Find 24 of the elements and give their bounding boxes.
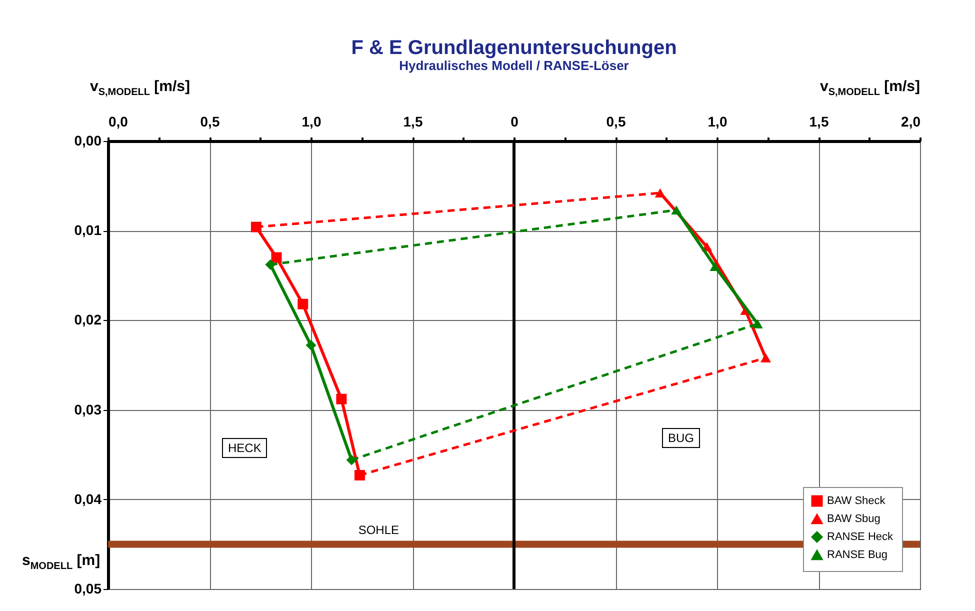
chart-title: F & E Grundlagenuntersuchungen <box>351 37 677 59</box>
y-tick-label: 0,03 <box>74 401 102 418</box>
y-tick-label: 0,01 <box>74 222 102 238</box>
x-tick-label: 0,5 <box>200 114 220 130</box>
x-tick-label: 1,5 <box>403 114 423 130</box>
y-tick-label: 0,00 <box>74 132 102 148</box>
x2-axis-title: v$_{S,MODELL}$ [m/s] <box>820 78 920 98</box>
x-tick-label: 1,0 <box>302 114 322 130</box>
y-axis-title: s$_{MODELL}$ [m] <box>22 552 100 572</box>
x-axis-title: v$_{S,MODELL}$ [m/s] <box>90 78 190 98</box>
y-tick-label: 0,02 <box>74 312 102 328</box>
legend-label: RANSE Heck <box>827 531 894 543</box>
x-tick-label: 0,0 <box>108 114 128 130</box>
x2-tick-label: 0 <box>510 114 519 130</box>
ref-line-label: SOHLE <box>358 523 400 538</box>
chart-subtitle: Hydraulisches Modell / RANSE-Löser <box>399 58 629 73</box>
legend-label: BAW Sheck <box>827 495 886 507</box>
legend-label: BAW Sbug <box>827 513 880 525</box>
annotation: BUG <box>662 428 700 448</box>
y-tick-label: 0,05 <box>74 580 102 596</box>
x2-tick-label: 2,0 <box>901 114 921 130</box>
y-tick-label: 0,04 <box>74 490 102 507</box>
annotation: HECK <box>222 438 268 458</box>
legend-label: RANSE Bug <box>827 549 888 561</box>
